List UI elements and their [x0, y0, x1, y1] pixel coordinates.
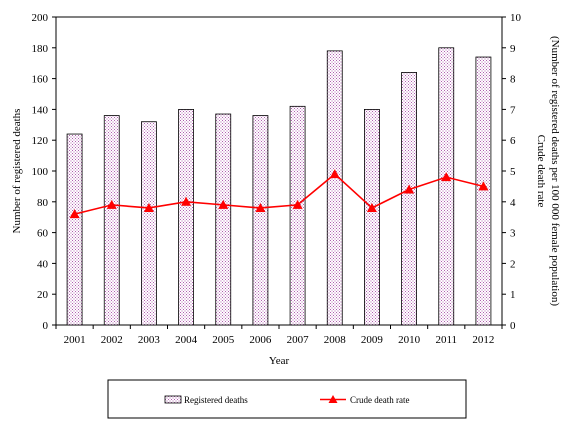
- line-series: [69, 169, 489, 219]
- point-2007: [292, 199, 303, 209]
- y-left-tick-label: 180: [32, 43, 49, 55]
- legend: Registered deaths Crude death rate: [107, 379, 467, 419]
- x-tick-label: 2011: [435, 334, 457, 346]
- point-2006: [255, 202, 266, 212]
- point-2012: [478, 181, 489, 191]
- y-right-tick-label: 10: [510, 12, 522, 24]
- y-right-tick-label: 6: [510, 135, 516, 147]
- y-right-tick-label: 1: [510, 289, 516, 301]
- y-left-tick-label: 80: [37, 197, 49, 209]
- point-2011: [441, 172, 452, 182]
- bar-2010: [401, 72, 417, 326]
- x-tick-label: 2002: [101, 334, 123, 346]
- plot-area-border: [55, 16, 503, 326]
- y-axis-left: 0 20 40 60 80 100 120 140 160 180 200: [32, 12, 56, 332]
- bar-2002: [103, 115, 120, 326]
- y-axis-right-title: Crude death rate (Number of registered d…: [535, 36, 561, 306]
- y-left-tick-label: 160: [32, 74, 49, 86]
- point-2008: [329, 169, 340, 179]
- y-left-tick-label: 20: [37, 289, 49, 301]
- svg-text:(Number of registered deaths p: (Number of registered deaths per 100 000…: [549, 36, 561, 306]
- point-2010: [404, 184, 415, 194]
- bar-2006: [252, 115, 269, 326]
- crude-death-rate-line: [74, 173, 484, 215]
- x-tick-label: 2003: [138, 334, 161, 346]
- x-tick-label: 2007: [287, 334, 310, 346]
- x-tick-label: 2008: [324, 334, 347, 346]
- bar-2001: [66, 133, 83, 326]
- y-right-tick-label: 8: [510, 74, 516, 86]
- y-right-tick-label: 0: [510, 320, 516, 332]
- point-2009: [366, 202, 377, 212]
- y-right-tick-label: 3: [510, 228, 516, 240]
- y-left-tick-label: 0: [43, 320, 49, 332]
- bar-2005: [215, 113, 232, 326]
- x-tick-label: 2005: [212, 334, 235, 346]
- x-tick-label: 2004: [175, 334, 198, 346]
- point-2004: [181, 196, 192, 206]
- y-left-tick-label: 40: [37, 258, 49, 270]
- x-tick-label: 2010: [398, 334, 421, 346]
- y-left-tick-label: 140: [32, 104, 49, 116]
- point-2005: [218, 199, 229, 209]
- bar-2004: [178, 109, 194, 326]
- point-2002: [106, 199, 117, 209]
- y-right-tick-label: 2: [510, 258, 516, 270]
- legend-box: [107, 379, 467, 419]
- x-tick-label: 2006: [249, 334, 272, 346]
- legend-label-registered-deaths: Registered deaths: [184, 395, 248, 405]
- y-left-tick-label: 60: [37, 228, 49, 240]
- x-tick-label: 2009: [361, 334, 384, 346]
- bar-2011: [438, 47, 455, 326]
- bar-2003: [141, 121, 157, 326]
- y-left-tick-label: 100: [32, 166, 49, 178]
- point-2001: [69, 209, 80, 219]
- legend-label-crude-death-rate: Crude death rate: [350, 395, 409, 405]
- x-axis-title: Year: [269, 355, 290, 367]
- bar-2007: [289, 105, 306, 326]
- bar-2008: [326, 50, 343, 326]
- point-2003: [143, 202, 154, 212]
- svg-text:Crude death rate: Crude death rate: [535, 135, 547, 208]
- y-right-tick-label: 5: [510, 166, 516, 178]
- y-left-tick-label: 200: [32, 12, 49, 24]
- bar-2012: [475, 56, 492, 326]
- y-right-tick-label: 9: [510, 43, 516, 55]
- legend-swatch-crude-death-rate-marker: [328, 395, 338, 403]
- x-axis: 2001 2002 2003 2004 2005 2006 2007 2008 2009 2010…: [55, 325, 503, 346]
- y-axis-right: 0 1 2 3 4 5 6 7 8 9 10: [502, 12, 522, 332]
- y-axis-left-title: Number of registered deaths: [11, 109, 23, 234]
- legend-swatch-registered-deaths: [164, 395, 182, 404]
- bar-2009: [364, 109, 380, 326]
- y-right-tick-label: 4: [510, 197, 516, 209]
- y-right-tick-label: 7: [510, 104, 516, 116]
- bar-series: [66, 47, 492, 326]
- x-tick-label: 2012: [472, 334, 494, 346]
- y-left-tick-label: 120: [32, 135, 49, 147]
- x-tick-label: 2001: [64, 334, 86, 346]
